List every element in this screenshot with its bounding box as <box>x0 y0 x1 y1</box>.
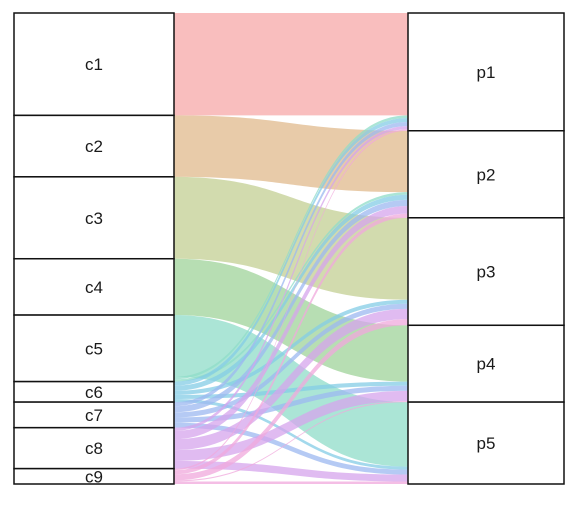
left-node-label-c3: c3 <box>85 209 103 228</box>
flow-c8-p3 <box>174 308 408 451</box>
right-node-p5 <box>407 401 565 485</box>
left-node-label-c9: c9 <box>85 467 103 486</box>
left-node-label-c1: c1 <box>85 55 103 74</box>
left-node-label-c4: c4 <box>85 278 103 297</box>
right-node-column: p1 p2 p3 p4 p5 <box>407 12 565 485</box>
flow-c9-p5 <box>174 481 408 484</box>
flow-c1-p1 <box>174 13 408 116</box>
flow-c7-p2 <box>174 199 408 413</box>
right-node-p2 <box>407 130 565 219</box>
left-node-c8 <box>13 426 175 470</box>
right-node-label-p1: p1 <box>477 63 496 82</box>
flow-c9-p3 <box>174 319 408 481</box>
flow-c8-p1 <box>174 126 408 431</box>
right-node-p4 <box>407 324 565 403</box>
flow-c6-p3 <box>174 299 408 395</box>
flow-c2-p2 <box>174 115 408 193</box>
left-node-c3 <box>13 176 175 260</box>
flow-c6-p5 <box>174 399 408 470</box>
left-node-column: c1 c2 c3 c4 c5 c6 c7 c8 c9 <box>13 12 175 486</box>
flow-c5-p1 <box>174 115 408 380</box>
flow-c6-p2 <box>174 194 408 391</box>
right-node-label-p5: p5 <box>477 434 496 453</box>
right-node-p3 <box>407 217 565 327</box>
right-node-p1 <box>407 12 565 132</box>
left-node-label-c2: c2 <box>85 137 103 156</box>
flow-c8-p5 <box>174 460 408 482</box>
right-node-label-p2: p2 <box>477 165 496 184</box>
right-node-label-p3: p3 <box>477 263 496 282</box>
flow-c5-p2 <box>174 192 408 382</box>
flow-c9-p4 <box>174 401 408 482</box>
flow-layer <box>174 13 408 484</box>
flow-c7-p4 <box>174 385 408 423</box>
flow-c6-p4 <box>174 381 408 400</box>
flow-c6-p1 <box>174 117 408 386</box>
flow-c7-p5 <box>174 422 408 475</box>
flow-c8-p2 <box>174 206 408 440</box>
left-node-label-c5: c5 <box>85 339 103 358</box>
left-node-label-c8: c8 <box>85 439 103 458</box>
flow-c8-p4 <box>174 390 408 461</box>
left-node-label-c6: c6 <box>85 383 103 402</box>
right-node-label-p4: p4 <box>477 355 496 374</box>
flow-c9-p1 <box>174 129 408 471</box>
left-node-label-c7: c7 <box>85 406 103 425</box>
left-node-c5 <box>13 314 175 383</box>
left-node-c7 <box>13 401 175 429</box>
left-node-c1 <box>13 12 175 117</box>
flow-c9-p2 <box>174 213 408 475</box>
left-node-c9 <box>13 467 175 485</box>
flow-c7-p1 <box>174 122 408 407</box>
flow-c7-p3 <box>174 303 408 418</box>
flow-c3-p3 <box>174 176 408 300</box>
